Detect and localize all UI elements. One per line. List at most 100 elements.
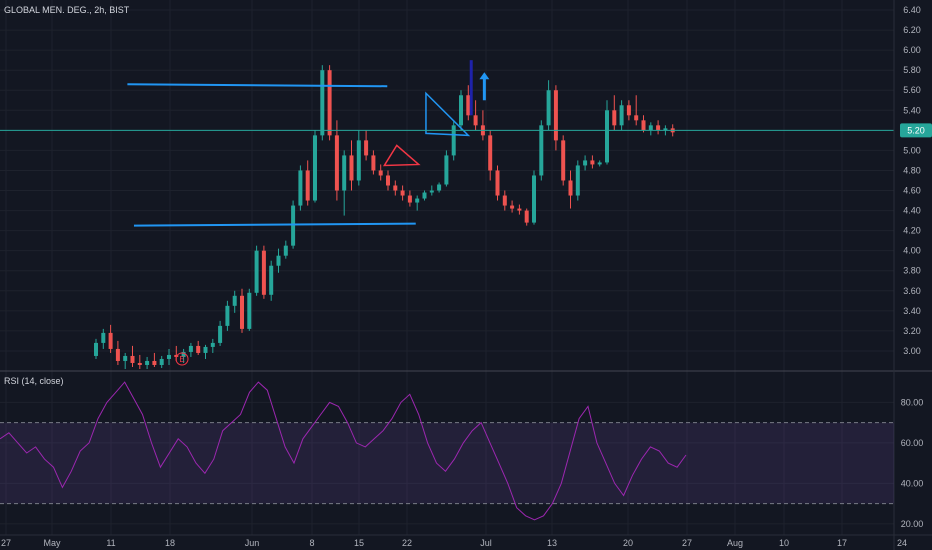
candle-body (152, 360, 157, 365)
candle-body (298, 170, 303, 206)
candle-body (546, 90, 551, 126)
time-axis[interactable]: 27 May 11 18 Jun 8 15 22 Jul 13 20 27 Aug 10 17 24 (1, 538, 907, 548)
candle-body (269, 265, 274, 295)
red-triangle-pattern[interactable] (382, 144, 421, 167)
candle-body (437, 184, 442, 191)
candle-body (327, 70, 332, 136)
arrow-up-head[interactable] (479, 72, 490, 80)
price-axis-tick-label: 3.60 (903, 286, 921, 296)
drawings[interactable] (127, 60, 490, 227)
candle-body (313, 135, 317, 201)
candle-body (232, 295, 237, 306)
candle-body (473, 115, 478, 126)
candle-body (167, 354, 171, 359)
candle-body (218, 325, 223, 343)
grid (0, 0, 894, 535)
rsi-axis-tick-label: 60.00 (901, 438, 924, 448)
candle-body (159, 358, 164, 365)
candle-body (240, 295, 244, 329)
rsi-axis-tick-label: 40.00 (901, 478, 924, 488)
candle-body (422, 192, 427, 199)
earnings-marker[interactable]: E (175, 352, 189, 366)
candle-body (488, 135, 493, 171)
time-axis-tick-label: 13 (547, 538, 557, 548)
rsi-band (0, 422, 894, 504)
blue-triangle-pattern[interactable] (425, 91, 471, 137)
candle-body (115, 348, 120, 361)
time-axis-tick-label: 8 (309, 538, 314, 548)
candle-body (400, 190, 405, 196)
candle-body (634, 115, 639, 121)
trendline[interactable] (133, 222, 416, 227)
rsi-line (0, 381, 687, 521)
candle-body (130, 355, 135, 363)
price-axis[interactable]: 3.00 3.20 3.40 3.60 3.80 4.00 4.20 4.40 4.60 4.80… (903, 5, 921, 356)
candle-body (605, 110, 609, 163)
price-axis-tick-label: 3.20 (903, 326, 921, 336)
candle-body (583, 160, 588, 166)
time-axis-tick-label: 11 (106, 538, 115, 548)
price-axis-tick-label: 5.60 (903, 85, 921, 95)
price-axis-tick-label: 5.00 (903, 145, 921, 155)
price-axis-tick-label: 5.40 (903, 105, 921, 115)
rsi-label[interactable]: RSI (14, close) (4, 376, 64, 386)
time-axis-tick-label: 10 (779, 538, 789, 548)
rsi-axis-tick-label: 20.00 (901, 519, 924, 529)
time-axis-tick-label: 27 (1, 538, 11, 548)
candle-body (261, 250, 266, 295)
trendline[interactable] (127, 83, 388, 88)
candle-body (648, 125, 653, 131)
candle-body (225, 305, 230, 326)
candle-body (393, 185, 398, 191)
candle-body (575, 165, 580, 196)
price-axis-tick-label: 3.00 (903, 346, 921, 356)
price-badge-background (900, 123, 932, 138)
rsi-pane[interactable] (0, 381, 894, 521)
candle-body (663, 128, 668, 131)
candle-body (561, 140, 566, 181)
candle-body (532, 175, 536, 223)
candle-body (539, 125, 544, 176)
candle-body (429, 190, 434, 193)
candle-body (415, 198, 420, 203)
candle-body (123, 355, 128, 361)
rsi-axis[interactable]: 20.00 40.00 60.00 80.00 (901, 397, 924, 529)
candle-body (626, 105, 631, 116)
symbol-label[interactable]: GLOBAL MEN. DEG., 2h, BIST (4, 5, 130, 15)
candle-body (94, 342, 98, 356)
time-axis-tick-label: 24 (897, 538, 907, 548)
candle-body (590, 160, 595, 165)
candle-body (510, 205, 515, 209)
candle-body (101, 332, 106, 343)
candle-body (210, 342, 215, 347)
candle-body (612, 110, 617, 126)
price-axis-tick-label: 6.00 (903, 45, 921, 55)
time-axis-tick-label: May (43, 538, 61, 548)
time-axis-tick-label: Jun (245, 538, 260, 548)
time-axis-tick-label: 27 (682, 538, 692, 548)
current-price-badge: 5.20 (900, 123, 932, 138)
candle-body (517, 208, 522, 211)
candle-body (203, 346, 208, 353)
price-axis-tick-label: 4.80 (903, 165, 921, 175)
price-axis-tick-label: 4.40 (903, 206, 921, 216)
price-axis-tick-label: 3.40 (903, 306, 921, 316)
candle-body (656, 125, 661, 131)
candles (94, 65, 675, 369)
price-axis-tick-label: 6.20 (903, 25, 921, 35)
candle-body (364, 140, 369, 156)
candle-body (291, 205, 296, 246)
time-axis-tick-label: Jul (480, 538, 492, 548)
candle-body (378, 170, 383, 176)
candle-body (247, 292, 252, 329)
time-axis-tick-label: 18 (165, 538, 175, 548)
price-pane[interactable] (0, 60, 894, 369)
price-axis-tick-label: 4.20 (903, 226, 921, 236)
rsi-axis-tick-label: 80.00 (901, 397, 924, 407)
candle-body (254, 250, 259, 293)
candle-body (568, 180, 573, 196)
candle-body (276, 255, 281, 266)
candle-body (553, 90, 558, 141)
